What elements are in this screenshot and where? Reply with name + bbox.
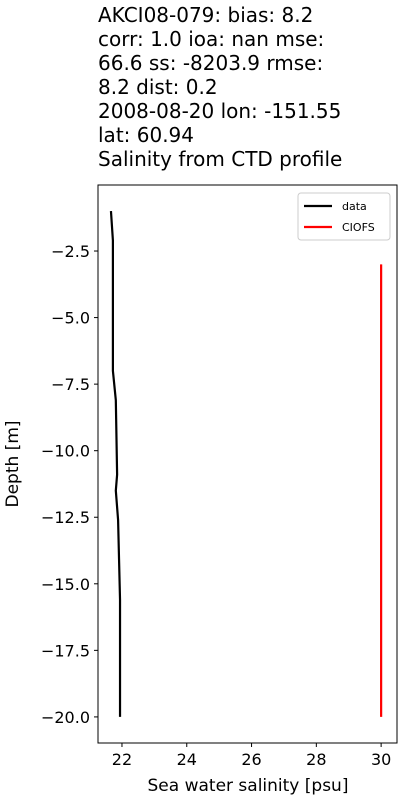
y-tick-label: −2.5 [51,242,90,261]
y-tick-label: −20.0 [41,708,90,727]
y-tick-label: −17.5 [41,641,90,660]
y-tick-label: −12.5 [41,508,90,527]
plot-frame [97,184,398,744]
x-tick-label: 30 [371,750,391,769]
y-axis-label: Depth [m] [3,420,23,507]
title-line: Salinity from CTD profile [98,147,342,171]
data-line [109,211,122,717]
title-line: lat: 60.94 [98,123,194,147]
title-line: 66.6 ss: -8203.9 rmse: [98,51,323,75]
legend-label: CIOFS [342,221,375,234]
y-tick-label: −10.0 [41,442,90,461]
title-line: AKCI08-079: bias: 8.2 [98,3,313,27]
title-line: 2008-08-20 lon: -151.55 [98,99,341,123]
x-tick-label: 22 [112,750,132,769]
x-axis-label: Sea water salinity [psu] [148,776,349,796]
legend-box [297,192,391,241]
y-tick-label: −5.0 [51,309,90,328]
y-tick-label: −7.5 [51,375,90,394]
x-tick-label: 26 [241,750,261,769]
x-tick-label: 28 [306,750,326,769]
y-tick-label: −15.0 [41,575,90,594]
title-line: corr: 1.0 ioa: nan mse: [98,27,324,51]
legend-label: data [342,200,367,213]
x-tick-label: 24 [177,750,197,769]
title-line: 8.2 dist: 0.2 [98,75,218,99]
